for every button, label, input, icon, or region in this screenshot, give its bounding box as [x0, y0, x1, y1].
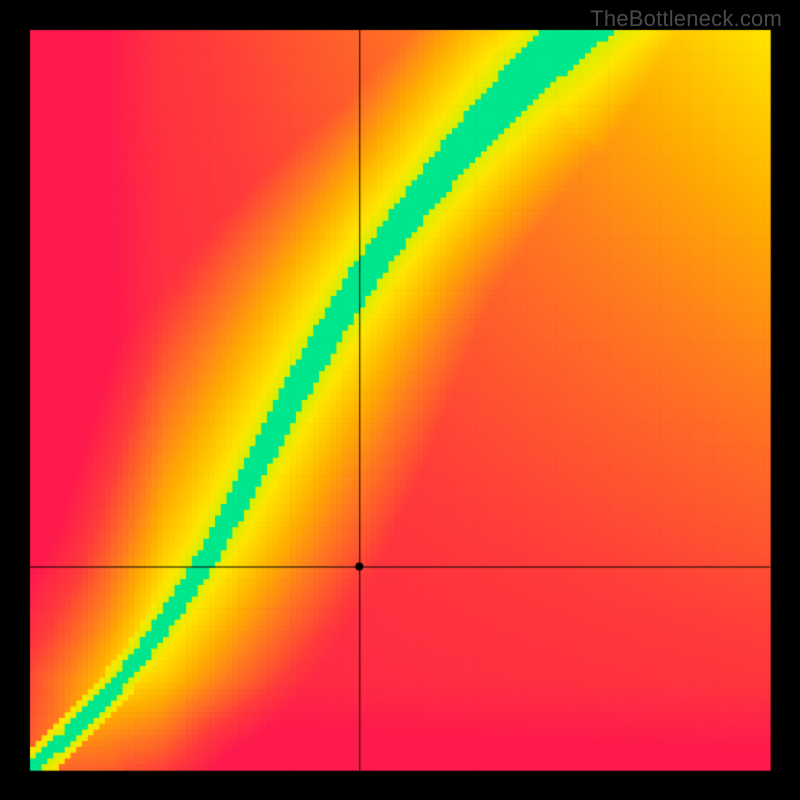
chart-container: TheBottleneck.com — [0, 0, 800, 800]
heatmap-canvas — [0, 0, 800, 800]
watermark-text: TheBottleneck.com — [590, 6, 782, 32]
